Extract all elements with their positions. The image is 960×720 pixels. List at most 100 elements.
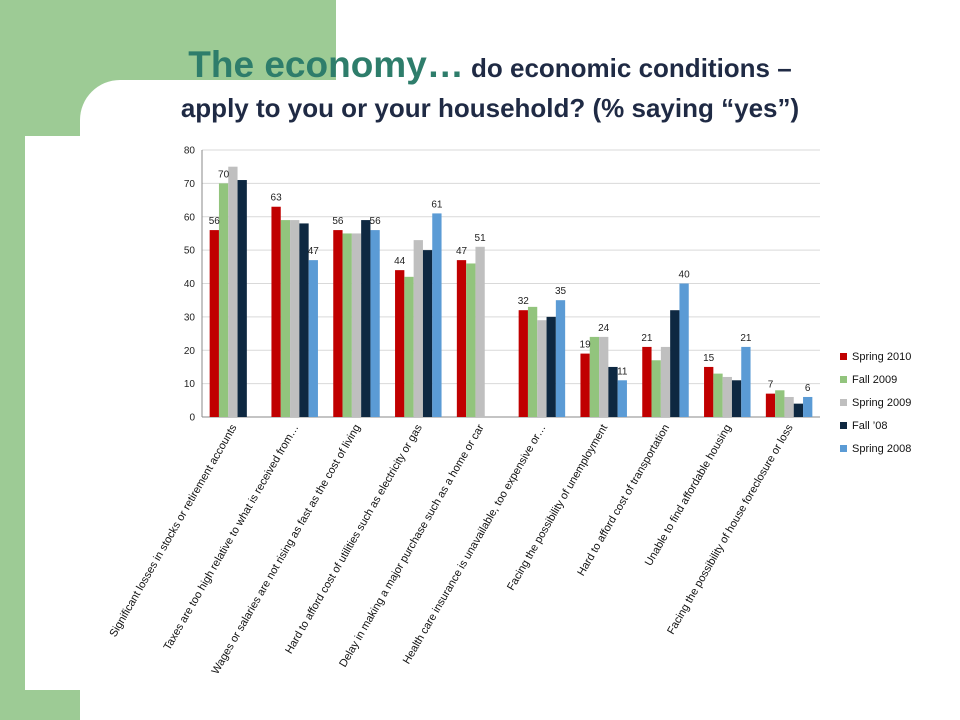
category-label: Taxes are too high relative to what is r…: [162, 423, 302, 653]
data-label: 51: [475, 233, 487, 244]
title-rest: do economic conditions –: [463, 53, 792, 83]
bar: [370, 230, 380, 417]
chart-panel: 0 10 20 30 40 50 60 70 80 56 70 63 47 56 56 44 61 47 51 32 3…: [25, 136, 960, 690]
bar: [527, 306, 538, 417]
bar: [351, 233, 362, 417]
bar: [361, 220, 371, 417]
data-label: 44: [394, 256, 406, 267]
y-tick-label: 20: [184, 346, 196, 357]
bar: [775, 390, 785, 417]
bar: [608, 366, 618, 417]
bar: [704, 366, 714, 417]
data-label: 7: [768, 380, 774, 391]
y-tick-label: 60: [184, 212, 196, 223]
legend-swatch: [840, 399, 847, 406]
bar: [722, 376, 732, 417]
bar: [651, 360, 661, 417]
y-tick-label: 10: [184, 379, 196, 390]
bar: [237, 180, 247, 417]
data-label: 6: [805, 383, 811, 394]
bar: [617, 380, 627, 417]
bar: [679, 283, 689, 417]
legend-entry: Spring 2008: [852, 443, 911, 455]
bar: [589, 336, 600, 417]
category-label: Facing the possibility of unemployment: [505, 423, 610, 593]
bar: [395, 270, 405, 417]
data-label: 63: [271, 193, 283, 204]
category-label: Delay in making a major purchase such as…: [337, 422, 487, 669]
bar: [404, 276, 414, 417]
bar: [670, 310, 680, 417]
data-label: 35: [555, 286, 567, 297]
bar: [660, 346, 671, 417]
bar: [466, 263, 476, 417]
data-label: 47: [308, 246, 320, 257]
bar: [308, 260, 318, 417]
bar: [299, 223, 309, 417]
bar: [546, 316, 556, 417]
slide-title: The economy… do economic conditions – ap…: [60, 42, 920, 126]
legend-entry: Spring 2009: [852, 397, 911, 409]
legend-entry: Spring 2010: [852, 351, 911, 363]
bar: [218, 183, 229, 417]
bar: [209, 230, 219, 417]
bar: [280, 220, 291, 417]
data-label: 56: [332, 216, 344, 227]
legend-swatch: [840, 422, 847, 429]
bar: [580, 353, 590, 417]
bar: [342, 233, 352, 417]
bar: [518, 310, 528, 417]
data-label: 15: [703, 353, 715, 364]
bar-chart: 0 10 20 30 40 50 60 70 80 56 70 63 47 56 56 44 61 47 51 32 3…: [107, 146, 911, 677]
data-label: 11: [617, 366, 628, 377]
y-tick-label: 0: [189, 413, 195, 424]
bar: [537, 320, 547, 417]
bar: [642, 346, 652, 417]
bar: [228, 166, 238, 417]
data-label: 56: [209, 216, 221, 227]
title-main: The economy…: [188, 44, 464, 85]
category-label: Health care insurance is unavailable, to…: [401, 423, 549, 667]
bar: [422, 250, 433, 417]
y-tick-label: 30: [184, 312, 196, 323]
legend-entry: Fall ’08: [852, 420, 887, 432]
bar: [793, 403, 804, 417]
bar: [456, 260, 467, 417]
legend-swatch: [840, 353, 847, 360]
bar: [731, 380, 742, 417]
bar: [271, 206, 281, 417]
category-label: Significant losses in stocks or retireme…: [107, 422, 239, 639]
bar: [599, 336, 609, 417]
legend-entry: Fall 2009: [852, 374, 897, 386]
bar: [290, 220, 300, 417]
title-line2: apply to you or your household? (% sayin…: [180, 93, 800, 124]
legend-swatch: [840, 376, 847, 383]
data-label: 70: [218, 169, 230, 180]
bar: [765, 393, 776, 417]
data-label: 21: [641, 333, 653, 344]
data-label: 61: [431, 199, 443, 210]
bar: [803, 396, 813, 417]
bar: [713, 373, 723, 417]
data-label: 32: [518, 296, 530, 307]
data-label: 56: [370, 216, 382, 227]
bar: [432, 213, 442, 417]
y-tick-label: 40: [184, 279, 196, 290]
data-label: 47: [456, 246, 468, 257]
category-label: Hard to afford cost of utilities such as…: [283, 422, 425, 656]
bar: [333, 230, 343, 417]
data-label: 24: [598, 323, 610, 334]
bar: [475, 246, 485, 417]
bar: [413, 240, 423, 417]
data-label: 40: [679, 270, 691, 281]
category-label: Facing the possibility of house foreclos…: [665, 422, 796, 637]
bar: [555, 300, 566, 417]
bar: [741, 346, 751, 417]
y-tick-label: 70: [184, 179, 196, 190]
data-label: 19: [580, 340, 592, 351]
bar: [784, 396, 794, 417]
y-tick-label: 80: [184, 146, 196, 157]
y-tick-label: 50: [184, 246, 196, 257]
data-label: 21: [740, 333, 752, 344]
legend-swatch: [840, 445, 847, 452]
